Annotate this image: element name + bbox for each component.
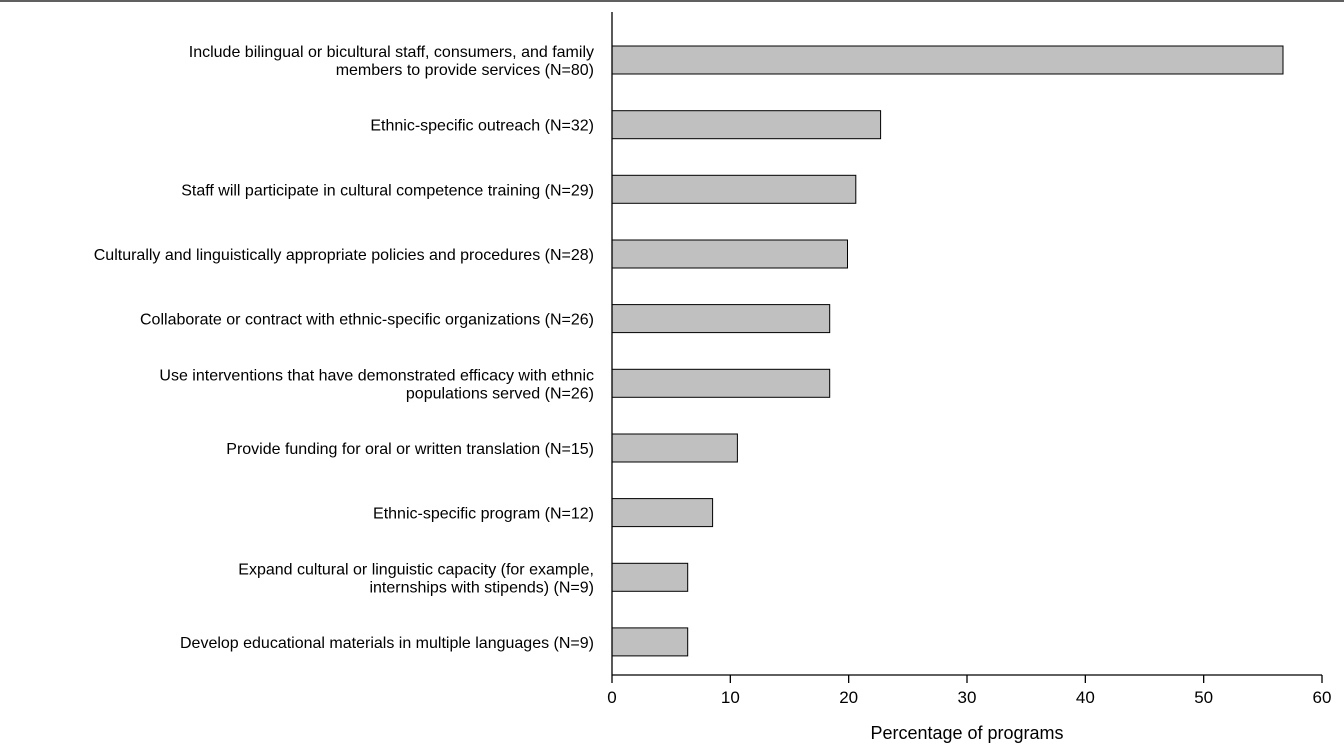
bar-5	[611, 304, 831, 334]
x-tick-label-20: 20	[839, 688, 858, 707]
category-label-9-line-2: internships with stipends) (N=9)	[369, 579, 594, 596]
category-label-9-line-1: Expand cultural or linguistic capacity (…	[238, 561, 594, 578]
category-label-10: Develop educational materials in multipl…	[180, 635, 594, 652]
bar-3	[611, 174, 857, 204]
bar-9	[611, 562, 689, 592]
category-label-4: Culturally and linguistically appropriat…	[94, 247, 594, 264]
x-tick-label-10: 10	[721, 688, 740, 707]
bar-7	[611, 433, 738, 463]
x-ticks-group: 0 10 20 30 40 50 60	[607, 675, 1331, 707]
x-tick-label-0: 0	[607, 688, 616, 707]
category-label-3: Staff will participate in cultural compe…	[181, 182, 594, 199]
category-label-6-line-2: populations served (N=26)	[406, 385, 594, 402]
category-label-1-line-1: Include bilingual or bicultural staff, c…	[189, 44, 594, 61]
bar-1	[611, 45, 1284, 75]
bar-2	[611, 110, 882, 140]
category-label-5: Collaborate or contract with ethnic-spec…	[140, 312, 594, 329]
x-axis-title: Percentage of programs	[870, 723, 1063, 743]
bar-4	[611, 239, 848, 269]
x-tick-label-60: 60	[1313, 688, 1332, 707]
category-label-8: Ethnic-specific program (N=12)	[373, 506, 594, 523]
category-label-7: Provide funding for oral or written tran…	[226, 441, 594, 458]
category-labels-group: Include bilingual or bicultural staff, c…	[94, 44, 594, 652]
bar-10	[611, 627, 689, 657]
x-tick-label-50: 50	[1194, 688, 1213, 707]
category-label-6-line-1: Use interventions that have demonstrated…	[159, 367, 594, 384]
x-tick-label-30: 30	[958, 688, 977, 707]
bar-6	[611, 368, 831, 398]
category-label-1-line-2: members to provide services (N=80)	[336, 62, 594, 79]
category-label-2: Ethnic-specific outreach (N=32)	[370, 118, 594, 135]
bar-8	[611, 498, 714, 528]
x-tick-label-40: 40	[1076, 688, 1095, 707]
bars-group	[611, 45, 1284, 657]
